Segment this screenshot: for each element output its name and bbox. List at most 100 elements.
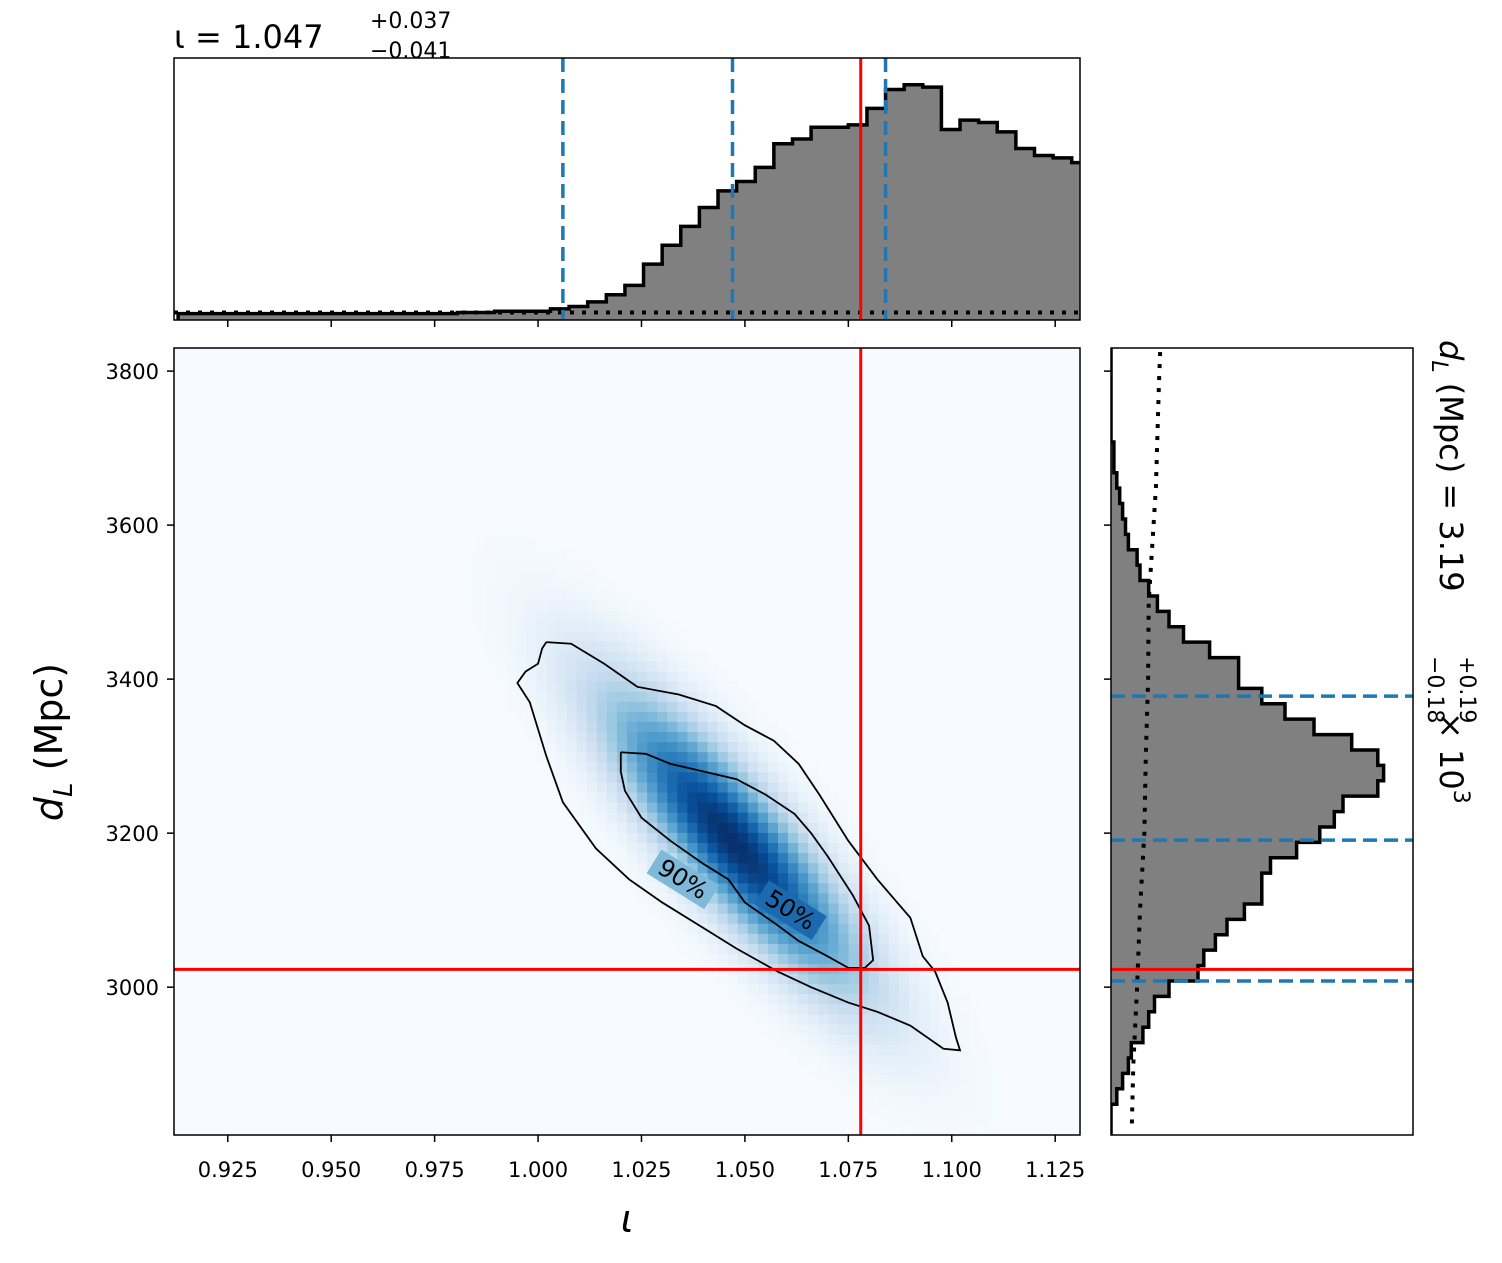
density-cell	[486, 559, 497, 571]
density-cell	[918, 1064, 930, 1076]
density-cell	[727, 913, 739, 924]
density-cell	[546, 751, 558, 763]
density-cell	[566, 640, 578, 652]
density-cell	[868, 852, 880, 864]
density-cell	[969, 1124, 980, 1135]
density-cell	[788, 862, 799, 874]
density-cell	[828, 892, 839, 904]
density-cell	[868, 842, 880, 854]
density-cell	[506, 640, 517, 652]
density-cell	[586, 600, 598, 611]
density-cell	[526, 630, 537, 642]
density-cell	[788, 1003, 799, 1015]
density-cell	[637, 600, 648, 611]
density-cell	[647, 701, 658, 712]
density-cell	[717, 943, 729, 954]
density-cell	[486, 529, 497, 541]
density-cell	[596, 721, 608, 733]
density-cell	[757, 933, 769, 944]
density-cell	[526, 559, 537, 571]
density-cell	[898, 1054, 910, 1065]
density-cell	[908, 953, 920, 965]
density-cell	[707, 933, 719, 944]
density-cell	[737, 691, 749, 702]
density-cell	[878, 923, 890, 934]
density-cell	[697, 862, 709, 874]
density-cell	[798, 983, 809, 995]
density-cell	[606, 620, 618, 632]
density-cell	[707, 943, 719, 954]
density-cell	[939, 993, 950, 1005]
density-cell	[838, 973, 850, 985]
density-cell	[586, 721, 598, 733]
density-cell	[627, 791, 638, 803]
density-cell	[556, 549, 568, 561]
density-cell	[788, 943, 799, 954]
density-cell	[667, 731, 678, 743]
density-cell	[808, 892, 819, 904]
density-cell	[606, 590, 618, 601]
density-cell	[727, 983, 739, 995]
density-cell	[616, 640, 628, 652]
density-cell	[526, 590, 537, 601]
density-cell	[627, 590, 638, 601]
density-cell	[858, 862, 870, 874]
density-cell	[616, 832, 628, 843]
density-cell	[757, 812, 769, 823]
density-cell	[788, 1034, 799, 1045]
density-cell	[586, 812, 598, 823]
density-cell	[707, 691, 719, 702]
y-axis-label-sub: L	[49, 782, 79, 797]
density-cell	[747, 923, 759, 934]
density-cell	[707, 892, 719, 904]
density-cell	[556, 600, 568, 611]
density-cell	[868, 943, 880, 954]
density-cell	[959, 1013, 970, 1025]
density-cell	[586, 630, 598, 642]
density-cell	[717, 751, 729, 763]
density-cell	[697, 852, 709, 864]
density-cell	[536, 711, 548, 722]
density-cell	[757, 943, 769, 954]
density-cell	[717, 791, 729, 803]
density-cell	[667, 923, 678, 934]
density-cell	[627, 771, 638, 783]
density-cell	[606, 842, 618, 854]
density-cell	[576, 812, 588, 823]
density-cell	[586, 610, 598, 622]
density-cell	[516, 559, 527, 571]
density-cell	[848, 882, 860, 894]
density-cell	[788, 812, 799, 823]
density-cell	[898, 1114, 910, 1126]
density-cell	[566, 761, 578, 773]
density-cell	[697, 791, 709, 803]
density-cell	[908, 1114, 920, 1126]
density-cell	[546, 731, 558, 743]
density-cell	[496, 600, 507, 611]
density-cell	[616, 761, 628, 773]
density-cell	[707, 680, 719, 692]
density-cell	[888, 1114, 900, 1126]
density-cell	[818, 781, 829, 793]
density-cell	[707, 902, 719, 914]
density-cell	[697, 933, 709, 944]
density-cell	[667, 812, 678, 823]
density-cell	[747, 872, 759, 884]
density-cell	[516, 580, 527, 591]
density-cell	[717, 761, 729, 773]
density-cell	[566, 670, 578, 682]
density-cell	[727, 852, 739, 864]
density-cell	[878, 1114, 890, 1126]
density-cell	[586, 640, 598, 652]
density-cell	[606, 781, 618, 793]
y-tick-label-0: 3000	[106, 976, 159, 1000]
density-cell	[667, 691, 678, 702]
density-cell	[596, 610, 608, 622]
density-cell	[918, 1054, 930, 1065]
density-cell	[596, 691, 608, 702]
density-cell	[747, 822, 759, 833]
density-cell	[949, 1064, 960, 1076]
density-cell	[929, 983, 940, 995]
density-cell	[747, 892, 759, 904]
density-cell	[526, 741, 537, 753]
